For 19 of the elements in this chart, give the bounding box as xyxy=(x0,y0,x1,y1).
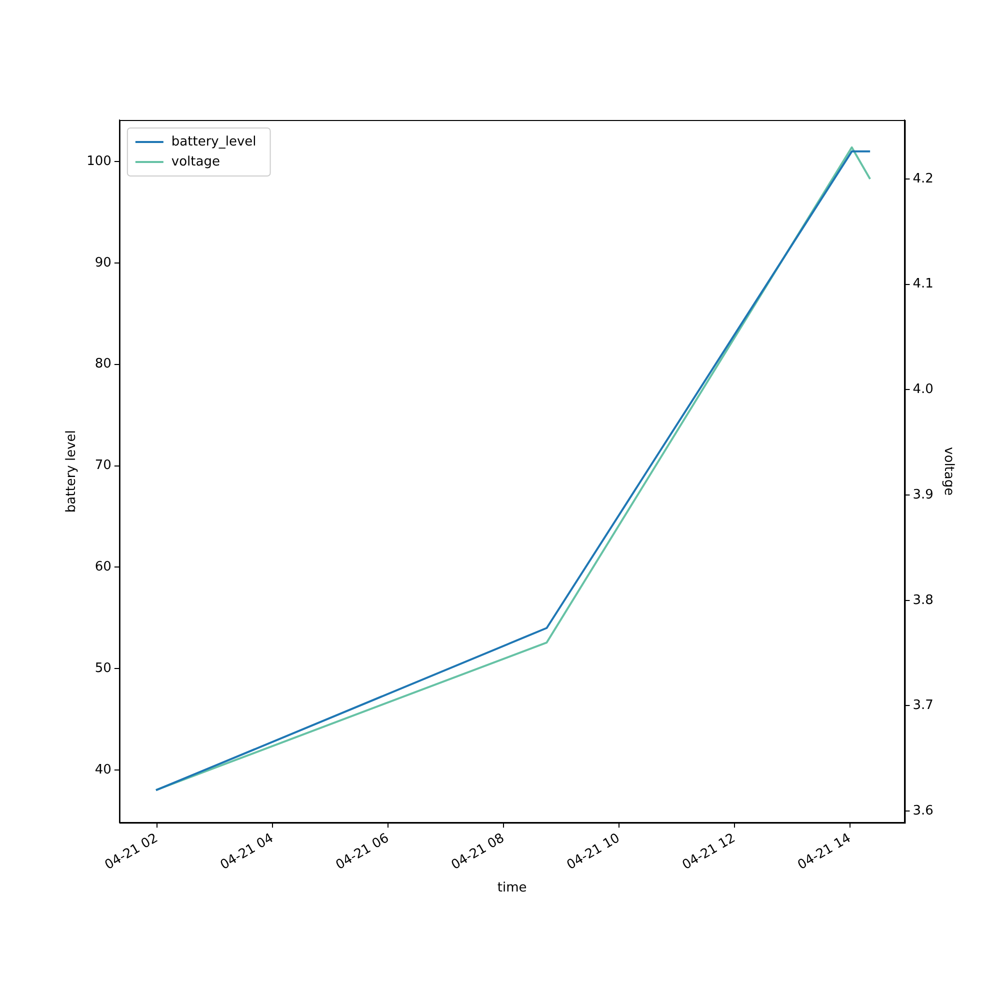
x-axis-title: time xyxy=(497,880,527,896)
y-tick-label: 70 xyxy=(94,458,112,474)
y2-tick-label: 4.1 xyxy=(912,276,934,292)
y2-tick-label: 3.7 xyxy=(912,698,934,714)
y2-tick-label: 4.0 xyxy=(912,382,934,398)
y2-tick-label: 4.2 xyxy=(912,171,934,186)
y2-tick-label: 3.6 xyxy=(912,803,934,818)
y2-tick-label: 3.8 xyxy=(912,592,934,608)
y-tick-label: 60 xyxy=(94,560,112,575)
legend-label: voltage xyxy=(171,154,220,170)
y-tick-label: 80 xyxy=(94,356,112,372)
y-tick-label: 100 xyxy=(86,154,112,169)
y2-axis-title: voltage xyxy=(940,447,956,496)
y-tick-label: 40 xyxy=(94,762,112,778)
y-tick-label: 50 xyxy=(94,660,112,676)
y2-tick-label: 3.9 xyxy=(912,487,934,502)
legend-label: battery_level xyxy=(171,134,256,150)
y-axis-title: battery level xyxy=(64,430,80,513)
y-tick-label: 90 xyxy=(94,255,112,270)
